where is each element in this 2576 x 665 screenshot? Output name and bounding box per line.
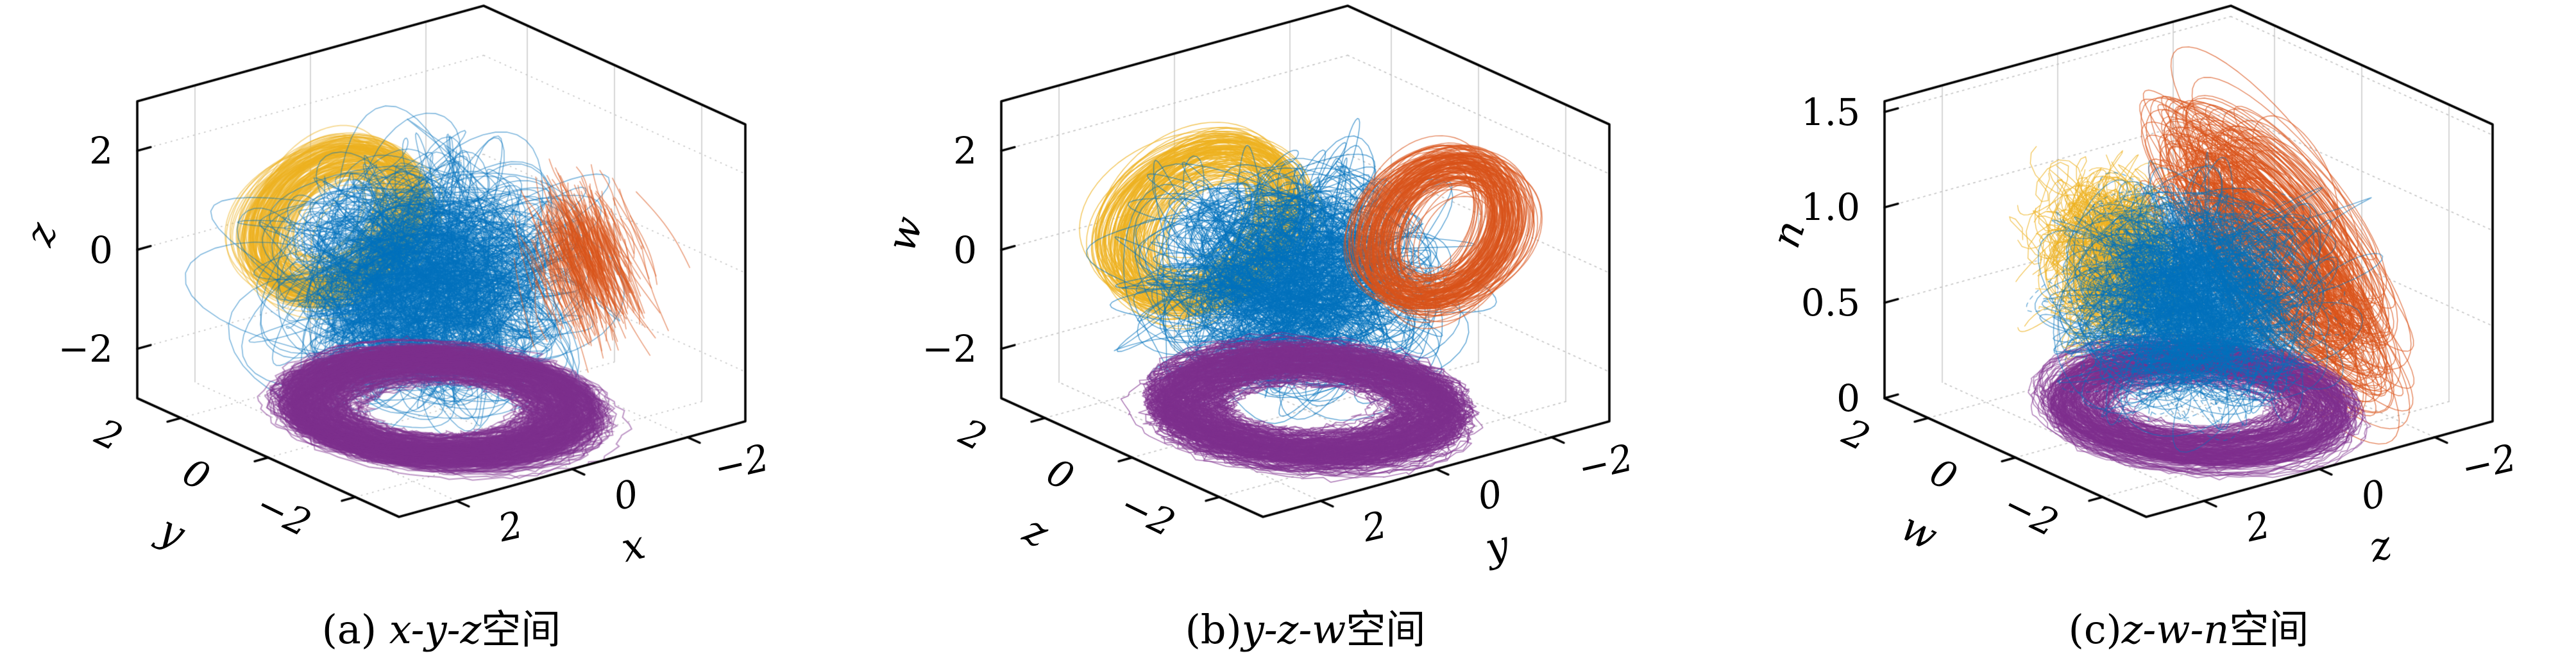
caption-a-suffix: 空间 bbox=[481, 606, 561, 653]
caption-a: (a) x-y-z空间 bbox=[322, 607, 561, 652]
caption-a-prefix: (a) bbox=[321, 606, 389, 653]
caption-b-prefix: (b) bbox=[1185, 606, 1242, 653]
caption-b-suffix: 空间 bbox=[1346, 606, 1426, 653]
caption-a-math: x-y-z bbox=[389, 606, 482, 653]
caption-c: (c)z-w-n空间 bbox=[2069, 607, 2309, 652]
caption-b-math: y-z-w bbox=[1241, 606, 1346, 653]
caption-c-suffix: 空间 bbox=[2229, 606, 2309, 653]
caption-b: (b)y-z-w空间 bbox=[1185, 607, 1426, 652]
caption-c-math: z-w-n bbox=[2121, 606, 2230, 653]
caption-c-prefix: (c) bbox=[2068, 606, 2122, 653]
